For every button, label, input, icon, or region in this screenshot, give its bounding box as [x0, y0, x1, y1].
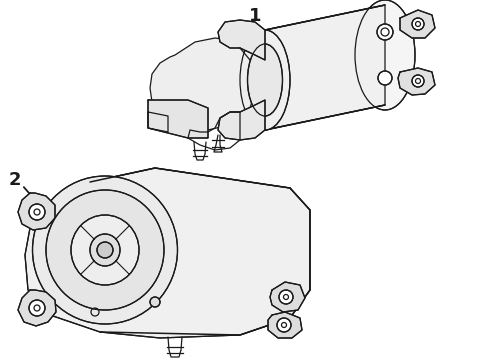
Polygon shape [150, 38, 255, 130]
Circle shape [412, 18, 424, 30]
Circle shape [150, 297, 160, 307]
Circle shape [377, 24, 393, 40]
Ellipse shape [247, 44, 283, 116]
Polygon shape [148, 100, 208, 138]
Circle shape [29, 300, 45, 316]
Ellipse shape [46, 190, 164, 310]
Polygon shape [18, 290, 56, 326]
Polygon shape [218, 20, 265, 60]
Ellipse shape [32, 176, 177, 324]
Polygon shape [18, 193, 55, 230]
Text: 1: 1 [249, 7, 261, 25]
Ellipse shape [90, 234, 120, 266]
Polygon shape [400, 10, 435, 38]
Ellipse shape [71, 215, 139, 285]
Polygon shape [268, 312, 302, 338]
Text: 2: 2 [9, 171, 21, 189]
Polygon shape [218, 100, 265, 140]
Ellipse shape [240, 30, 290, 130]
Circle shape [97, 242, 113, 258]
Polygon shape [270, 282, 305, 312]
Circle shape [412, 75, 424, 87]
Ellipse shape [355, 0, 415, 110]
Circle shape [29, 204, 45, 220]
Circle shape [279, 290, 293, 304]
Polygon shape [265, 5, 385, 130]
Polygon shape [398, 68, 435, 95]
Circle shape [277, 318, 291, 332]
Circle shape [378, 71, 392, 85]
Polygon shape [25, 168, 310, 338]
